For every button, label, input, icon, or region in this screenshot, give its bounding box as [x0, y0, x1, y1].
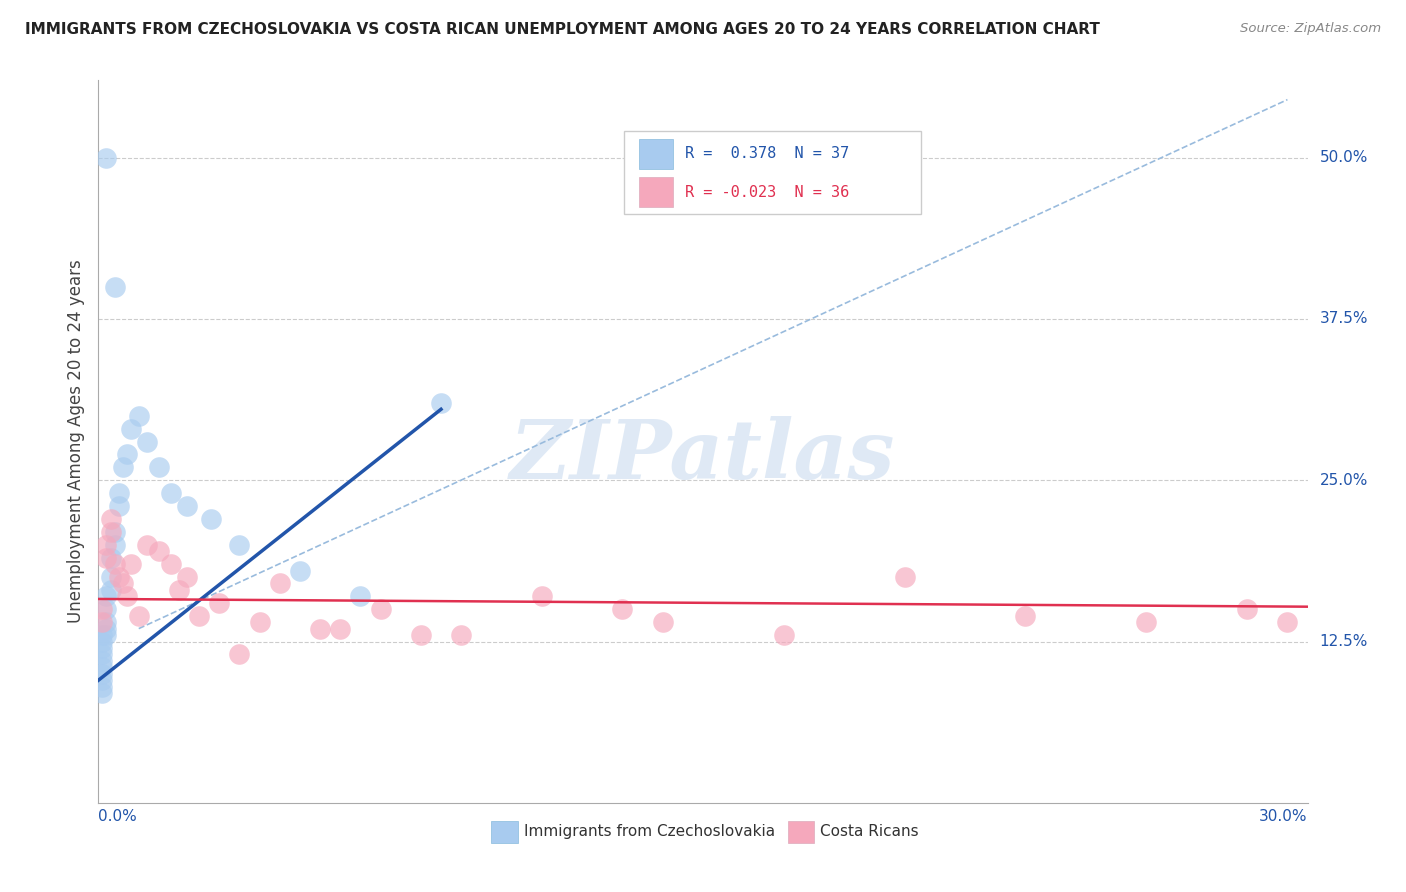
Point [91, 648, 114, 662]
Point [100, 512, 122, 526]
Text: 25.0%: 25.0% [1320, 473, 1368, 488]
FancyBboxPatch shape [624, 131, 921, 214]
Y-axis label: Unemployment Among Ages 20 to 24 years: Unemployment Among Ages 20 to 24 years [66, 260, 84, 624]
Point [409, 628, 432, 642]
Point [772, 628, 794, 642]
Point [115, 447, 138, 461]
Point [107, 486, 129, 500]
Point [100, 570, 122, 584]
Point [160, 557, 183, 571]
Point [103, 538, 125, 552]
Point [450, 628, 472, 642]
Text: 12.5%: 12.5% [1320, 634, 1368, 649]
Point [430, 396, 453, 410]
Point [96, 151, 118, 165]
Point [1135, 615, 1157, 630]
Point [128, 409, 150, 423]
Point [148, 544, 170, 558]
Point [228, 538, 250, 552]
Point [200, 512, 222, 526]
Point [269, 576, 291, 591]
Point [135, 434, 157, 449]
Point [349, 590, 371, 604]
Point [370, 602, 392, 616]
Point [288, 564, 311, 578]
Point [160, 486, 183, 500]
Point [111, 460, 134, 475]
Point [176, 570, 198, 584]
Bar [638, 139, 673, 169]
Point [107, 499, 129, 513]
Point [96, 622, 118, 636]
Point [111, 576, 134, 591]
Point [91, 686, 114, 700]
Point [96, 538, 118, 552]
Point [1236, 602, 1258, 616]
Point [107, 570, 129, 584]
Bar [492, 821, 517, 843]
Text: 0.0%: 0.0% [98, 809, 138, 824]
Point [96, 550, 118, 565]
Point [103, 524, 125, 539]
Point [208, 596, 231, 610]
Point [96, 615, 118, 630]
Point [120, 557, 142, 571]
Text: R = -0.023  N = 36: R = -0.023 N = 36 [685, 185, 849, 200]
Point [309, 622, 332, 636]
Point [100, 582, 122, 597]
Text: 37.5%: 37.5% [1320, 311, 1368, 326]
Point [120, 422, 142, 436]
Point [100, 550, 122, 565]
Bar [787, 821, 814, 843]
Point [91, 615, 114, 630]
Point [176, 499, 198, 513]
Point [96, 602, 118, 616]
Point [91, 628, 114, 642]
Text: IMMIGRANTS FROM CZECHOSLOVAKIA VS COSTA RICAN UNEMPLOYMENT AMONG AGES 20 TO 24 Y: IMMIGRANTS FROM CZECHOSLOVAKIA VS COSTA … [25, 22, 1099, 37]
Point [91, 602, 114, 616]
Point [91, 640, 114, 655]
Point [167, 582, 190, 597]
Point [188, 608, 211, 623]
Point [96, 590, 118, 604]
Point [530, 590, 553, 604]
Point [91, 660, 114, 674]
Text: 50.0%: 50.0% [1320, 150, 1368, 165]
Point [91, 666, 114, 681]
Point [135, 538, 157, 552]
Point [96, 628, 118, 642]
Point [91, 634, 114, 648]
Point [228, 648, 250, 662]
Point [103, 279, 125, 293]
Point [91, 654, 114, 668]
Point [128, 608, 150, 623]
Text: Immigrants from Czechoslovakia: Immigrants from Czechoslovakia [524, 824, 775, 839]
Point [612, 602, 634, 616]
Point [1014, 608, 1036, 623]
Point [651, 615, 673, 630]
Point [893, 570, 915, 584]
Text: Costa Ricans: Costa Ricans [820, 824, 920, 839]
Text: Source: ZipAtlas.com: Source: ZipAtlas.com [1240, 22, 1381, 36]
Point [100, 524, 122, 539]
Point [1277, 615, 1299, 630]
Point [91, 680, 114, 694]
Point [115, 590, 138, 604]
Text: ZIPatlas: ZIPatlas [510, 416, 896, 496]
Point [148, 460, 170, 475]
Text: 30.0%: 30.0% [1260, 809, 1308, 824]
Text: R =  0.378  N = 37: R = 0.378 N = 37 [685, 146, 849, 161]
Bar [638, 178, 673, 208]
Point [249, 615, 271, 630]
Point [91, 673, 114, 688]
Point [103, 557, 125, 571]
Point [329, 622, 352, 636]
